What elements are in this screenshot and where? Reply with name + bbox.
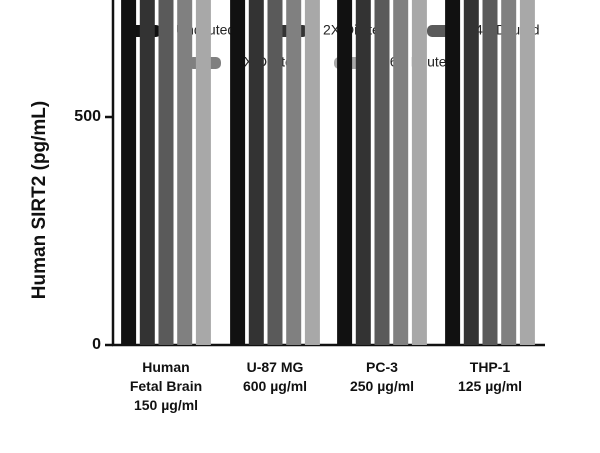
bar <box>177 0 193 346</box>
x-category-label: THP-1 125 µg/ml <box>458 359 522 394</box>
bar <box>501 0 517 346</box>
y-axis-label: Human SIRT2 (pg/mL) <box>29 101 50 299</box>
bar <box>121 0 137 346</box>
x-category-label: PC-3 250 µg/ml <box>350 359 414 394</box>
x-category-labels: Human Fetal Brain 150 µg/ml U-87 MG 600 µg/m… <box>130 359 522 413</box>
bar <box>463 0 479 345</box>
y-tick-label: 500 <box>74 108 101 125</box>
bar <box>519 0 535 345</box>
bar <box>393 0 409 346</box>
y-tick-label: 0 <box>92 336 101 353</box>
bars <box>121 0 535 346</box>
x-category-label: Human Fetal Brain 150 µg/ml <box>130 359 202 413</box>
bar <box>337 0 353 346</box>
bar <box>482 0 498 346</box>
bar <box>139 0 155 345</box>
bar <box>374 0 390 346</box>
bar <box>230 0 246 345</box>
bar <box>267 0 283 346</box>
bar <box>286 0 302 346</box>
bar <box>248 0 264 345</box>
bar <box>445 0 461 346</box>
x-category-label: U-87 MG 600 µg/ml <box>243 359 307 394</box>
bar <box>304 0 320 346</box>
bar <box>158 0 174 345</box>
bar <box>355 0 371 346</box>
bar <box>411 0 427 345</box>
bar <box>195 0 211 345</box>
